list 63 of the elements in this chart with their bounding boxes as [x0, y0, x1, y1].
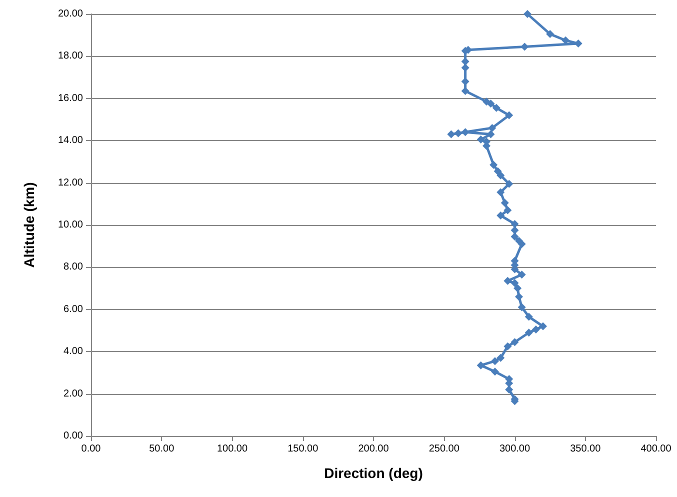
point — [524, 312, 533, 321]
point — [524, 328, 533, 337]
y-tick-label: 16.00 — [58, 92, 84, 104]
point — [539, 322, 547, 330]
point — [476, 361, 485, 370]
x-tick-label: 100.00 — [216, 444, 248, 454]
point — [492, 104, 500, 112]
point — [532, 325, 540, 334]
x-tick-label: 400.00 — [640, 444, 672, 454]
point — [494, 167, 502, 176]
point — [514, 284, 522, 292]
y-axis-title: Altitude (km) — [21, 182, 37, 268]
point — [447, 130, 456, 138]
x-tick-label: 200.00 — [358, 444, 390, 454]
point — [510, 338, 519, 346]
point — [510, 220, 519, 228]
point — [490, 160, 498, 169]
x-tick-label: 0.00 — [81, 444, 102, 454]
point — [490, 368, 499, 376]
y-tick-label: 14.00 — [58, 135, 84, 146]
point — [505, 386, 514, 394]
y-tick-label: 0.00 — [64, 430, 84, 442]
point — [510, 232, 519, 241]
point — [476, 136, 485, 144]
y-tick-label: 6.00 — [64, 304, 84, 315]
point — [504, 342, 512, 350]
x-axis-title: Direction (deg) — [324, 465, 423, 481]
y-tick-label: 18.00 — [58, 50, 84, 62]
point — [510, 279, 519, 288]
x-tick-label: 250.00 — [428, 444, 460, 454]
point — [482, 98, 490, 106]
point — [518, 303, 526, 312]
point — [490, 357, 499, 366]
x-tick-label: 50.00 — [149, 444, 175, 454]
point — [504, 276, 512, 285]
point — [496, 354, 505, 362]
point — [546, 30, 554, 38]
x-tick-label: 350.00 — [570, 444, 602, 454]
point — [562, 36, 570, 44]
point — [523, 10, 532, 18]
point — [518, 270, 526, 279]
point — [500, 198, 509, 207]
x-tick-label: 300.00 — [499, 444, 530, 454]
point — [461, 64, 470, 72]
point — [520, 42, 529, 51]
point — [488, 124, 496, 132]
point — [496, 212, 505, 220]
point — [514, 292, 523, 301]
point — [461, 87, 470, 96]
point — [514, 236, 523, 245]
y-tick-label: 2.00 — [64, 388, 84, 400]
y-tick-label: 8.00 — [64, 262, 84, 273]
y-tick-label: 20.00 — [58, 8, 84, 20]
point — [454, 129, 462, 138]
point — [505, 180, 514, 188]
point — [496, 188, 505, 196]
y-tick-label: 10.00 — [58, 220, 84, 230]
point — [504, 206, 512, 214]
y-tick-label: 12.00 — [58, 177, 84, 188]
point — [496, 171, 505, 180]
x-tick-label: 150.00 — [288, 444, 319, 454]
y-tick-label: 4.00 — [64, 346, 84, 358]
point — [505, 111, 514, 120]
